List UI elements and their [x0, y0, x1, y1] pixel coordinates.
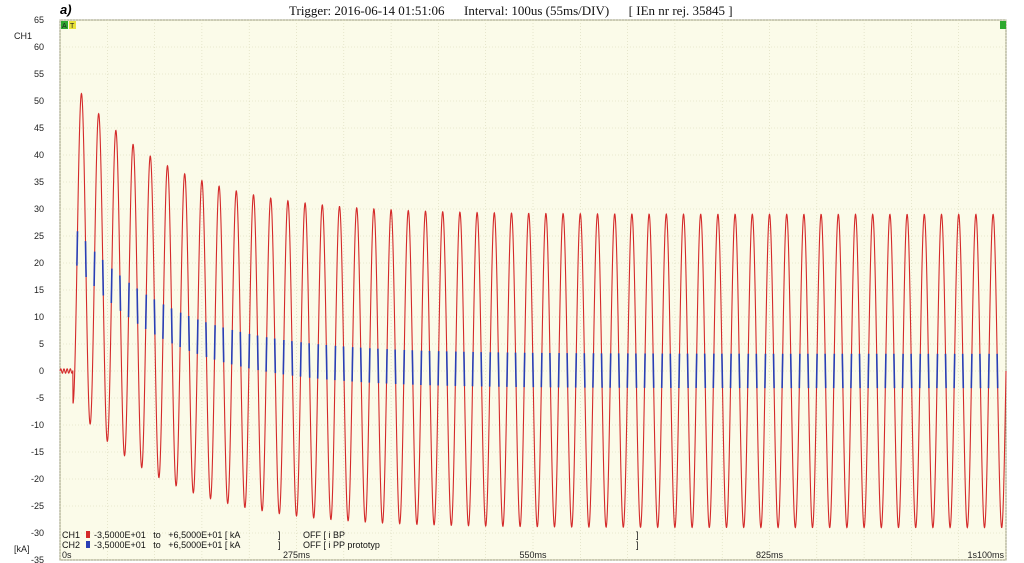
legend-swatch	[86, 531, 90, 538]
y-tick-label: 50	[34, 96, 44, 106]
legend-status: OFF [ i PP prototyp	[303, 540, 380, 550]
y-tick-label: -20	[31, 474, 44, 484]
legend-swatch	[86, 541, 90, 548]
x-tick-label: 550ms	[519, 550, 547, 560]
traces	[59, 92, 1007, 529]
y-tick-label: 15	[34, 285, 44, 295]
legend-range: -3,5000E+01 to +6,5000E+01 [ kA	[94, 530, 240, 540]
x-axis: 0s 275ms 550ms 825ms 1s100ms	[62, 550, 1004, 560]
y-tick-label: 45	[34, 123, 44, 133]
y-tick-label: 10	[34, 312, 44, 322]
channel-legend: CH1 -3,5000E+01 to +6,5000E+01 [ kA] OFF […	[62, 530, 639, 550]
trigger-time: Trigger: 2016-06-14 01:51:06	[289, 3, 445, 18]
interval-text: Interval: 100us (55ms/DIV)	[464, 3, 610, 18]
y-tick-label: 40	[34, 150, 44, 160]
y-tick-label: 60	[34, 42, 44, 52]
y-tick-label: 0	[39, 366, 44, 376]
y-tick-label: -15	[31, 447, 44, 457]
y-tick-label: -25	[31, 501, 44, 511]
y-tick-label: 65	[34, 15, 44, 25]
y-tick-label: 25	[34, 231, 44, 241]
legend-status-close: ]	[636, 530, 639, 540]
x-tick-label: 275ms	[283, 550, 311, 560]
x-tick-label: 0s	[62, 550, 72, 560]
legend-status: OFF [ i BP	[303, 530, 345, 540]
marker-a-icon	[61, 21, 68, 29]
grid	[59, 19, 1007, 561]
figure-label: a)	[60, 2, 72, 17]
legend-range: -3,5000E+01 to +6,5000E+01 [ kA	[94, 540, 240, 550]
trigger-header: Trigger: 2016-06-14 01:51:06 Interval: 1…	[289, 3, 733, 19]
ch2-trace	[76, 231, 999, 389]
y-tick-label: 30	[34, 204, 44, 214]
legend-close: ]	[278, 540, 281, 550]
channel-axis-label: CH1	[14, 31, 32, 41]
y-tick-label: 35	[34, 177, 44, 187]
marker-a-label: A	[62, 23, 67, 30]
y-axis: 65605550454035302520151050-5-10-15-20-25…	[14, 15, 44, 563]
legend-channel: CH2	[62, 540, 80, 550]
y-tick-label: -10	[31, 420, 44, 430]
unit-label: [kA]	[14, 544, 30, 554]
legend-close: ]	[278, 530, 281, 540]
y-tick-label: -5	[36, 393, 44, 403]
record-id: [ IEn nr rej. 35845 ]	[628, 3, 733, 18]
marker-t-label: T	[70, 23, 75, 30]
x-tick-label: 825ms	[756, 550, 784, 560]
y-tick-label: 20	[34, 258, 44, 268]
y-tick-label: -35	[31, 555, 44, 563]
y-tick-label: 5	[39, 339, 44, 349]
marker-end-icon	[1000, 21, 1006, 29]
y-tick-label: 55	[34, 69, 44, 79]
legend-status-close: ]	[636, 540, 639, 550]
legend-channel: CH1	[62, 530, 80, 540]
marker-t-icon	[69, 21, 76, 29]
x-tick-label: 1s100ms	[967, 550, 1004, 560]
y-tick-label: -30	[31, 528, 44, 538]
